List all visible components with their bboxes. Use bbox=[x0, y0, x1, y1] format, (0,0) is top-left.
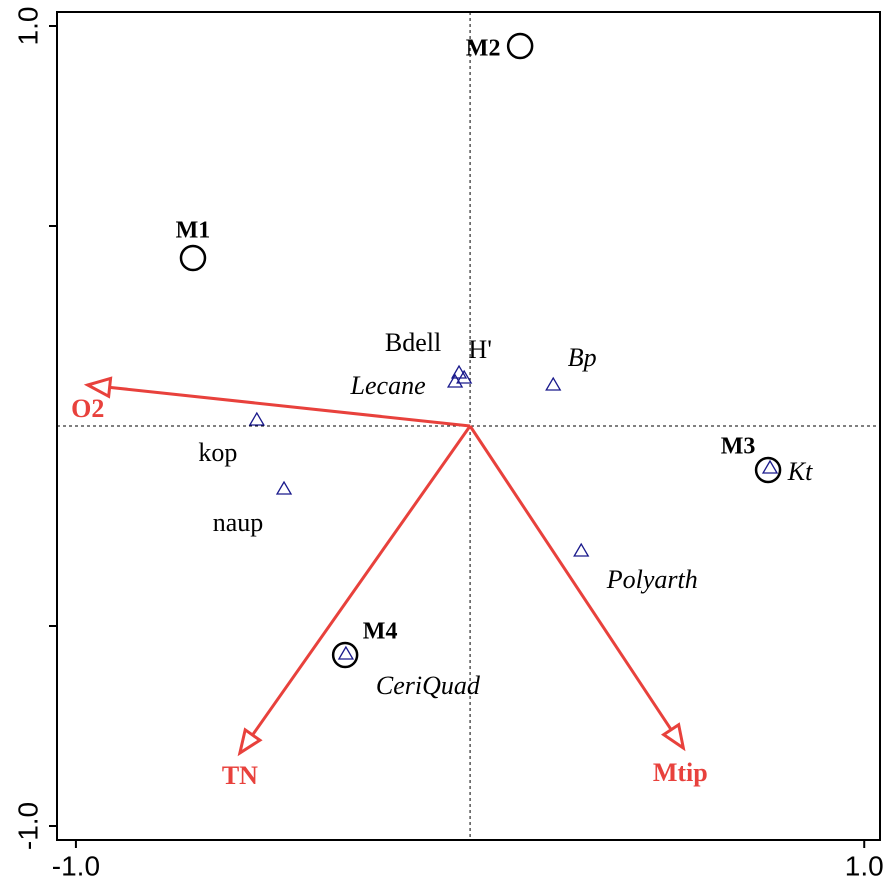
species-point bbox=[446, 373, 464, 388]
species-point bbox=[456, 369, 473, 384]
species-point bbox=[450, 364, 468, 379]
site-label: M2 bbox=[466, 36, 501, 62]
arrow-label: Mtip bbox=[653, 758, 708, 787]
site-point bbox=[331, 641, 359, 669]
species-label: Bdell bbox=[385, 328, 441, 357]
species-label: Polyarth bbox=[606, 565, 698, 594]
species-label: Kt bbox=[787, 457, 813, 486]
species-point bbox=[761, 459, 779, 474]
x-tick-label: -1.0 bbox=[52, 850, 100, 881]
species-label: CeriQuad bbox=[376, 671, 481, 700]
species-label: naup bbox=[213, 508, 264, 537]
site-label: M1 bbox=[176, 218, 211, 244]
arrow-line bbox=[109, 385, 471, 428]
site-label: M3 bbox=[721, 434, 756, 460]
species-label: Lecane bbox=[350, 371, 426, 400]
arrow-line bbox=[468, 425, 673, 731]
species-point bbox=[573, 542, 590, 557]
arrow-line bbox=[251, 425, 472, 736]
species-label: H' bbox=[468, 335, 491, 364]
arrow-label: O2 bbox=[71, 394, 104, 423]
x-tick-label: 1.0 bbox=[845, 850, 883, 881]
species-point bbox=[248, 411, 265, 426]
species-label: kop bbox=[198, 438, 237, 467]
site-point bbox=[754, 456, 782, 484]
species-label: Bp bbox=[568, 343, 597, 372]
species-point bbox=[275, 480, 293, 495]
y-tick-label: -1.0 bbox=[12, 802, 43, 850]
species-point bbox=[337, 645, 355, 660]
arrow-head bbox=[660, 722, 686, 752]
arrow-head bbox=[83, 376, 113, 399]
site-point bbox=[506, 32, 534, 60]
y-tick-label: 1.0 bbox=[12, 7, 43, 46]
site-point bbox=[179, 244, 207, 272]
species-point bbox=[545, 376, 562, 391]
arrow-head bbox=[237, 727, 263, 757]
arrow-label: TN bbox=[222, 761, 258, 790]
site-label: M4 bbox=[363, 619, 398, 645]
